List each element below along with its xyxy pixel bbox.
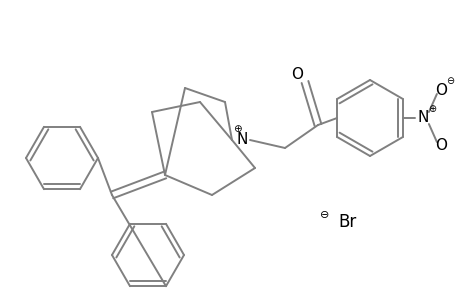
Text: ⊕: ⊕ <box>427 104 435 114</box>
Text: O: O <box>291 67 302 82</box>
Text: Br: Br <box>337 213 355 231</box>
Text: ⊕: ⊕ <box>232 124 241 134</box>
Text: ⊖: ⊖ <box>445 76 453 86</box>
Text: ⊖: ⊖ <box>319 210 329 220</box>
Text: O: O <box>434 139 446 154</box>
Text: N: N <box>416 110 428 125</box>
Text: N: N <box>236 133 247 148</box>
Text: O: O <box>434 82 446 98</box>
